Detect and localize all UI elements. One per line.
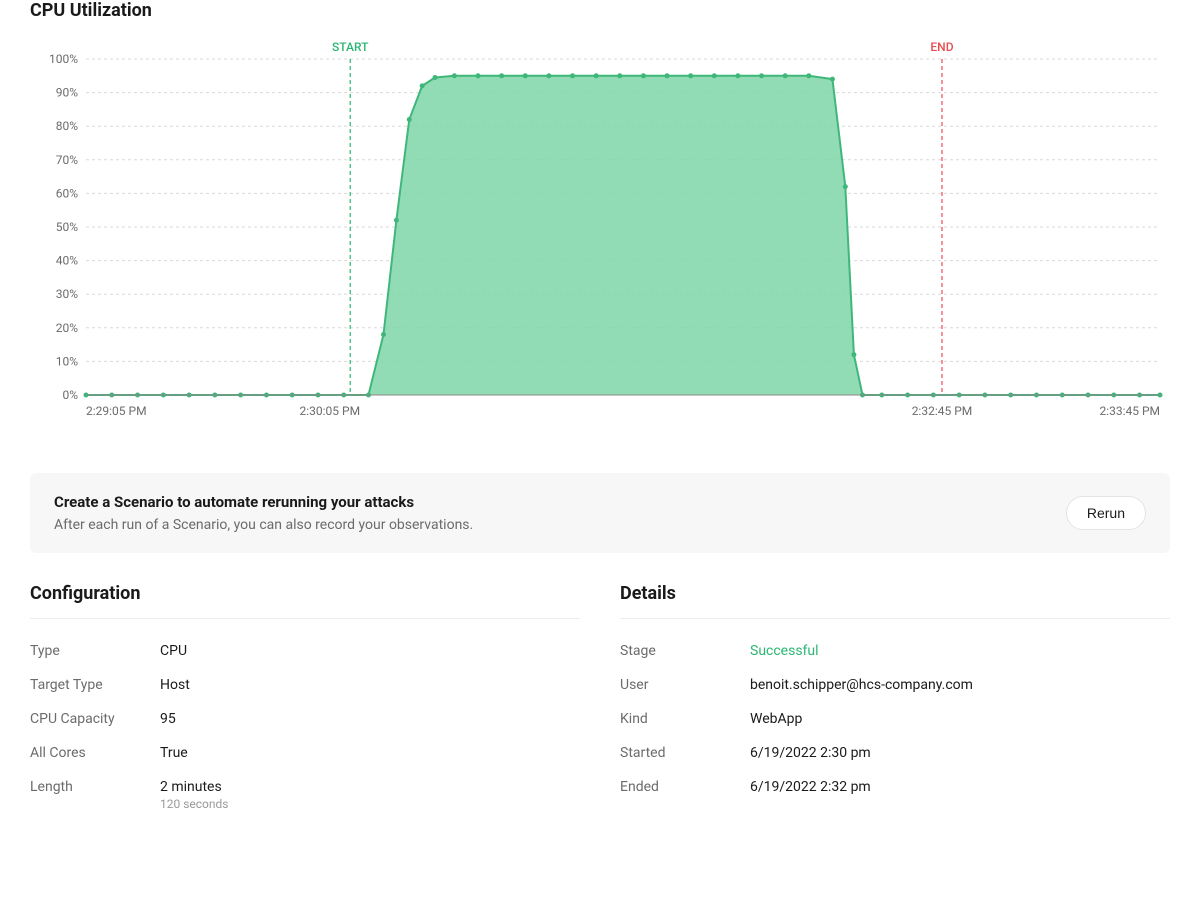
kv-value: CPU — [160, 643, 187, 659]
kv-subvalue: 120 seconds — [160, 797, 228, 811]
kv-row: Started6/19/2022 2:30 pm — [620, 745, 1170, 761]
kv-row: All CoresTrue — [30, 745, 580, 761]
svg-text:2:33:45 PM: 2:33:45 PM — [1099, 404, 1160, 418]
kv-value: benoit.schipper@hcs-company.com — [750, 677, 973, 693]
kv-value: WebApp — [750, 711, 802, 727]
kv-label: Length — [30, 779, 160, 811]
details-section: Details StageSuccessful Userbenoit.schipp… — [620, 583, 1170, 829]
kv-row: StageSuccessful — [620, 643, 1170, 659]
details-title: Details — [620, 583, 1170, 619]
kv-row: Length2 minutes 120 seconds — [30, 779, 580, 811]
kv-label: Stage — [620, 643, 750, 659]
kv-label: Started — [620, 745, 750, 761]
chart-title: CPU Utilization — [30, 0, 1170, 21]
kv-label: CPU Capacity — [30, 711, 160, 727]
kv-row: TypeCPU — [30, 643, 580, 659]
svg-text:40%: 40% — [56, 254, 78, 268]
svg-text:50%: 50% — [56, 220, 78, 234]
kv-value: True — [160, 745, 188, 761]
kv-label: Ended — [620, 779, 750, 795]
kv-row: Target TypeHost — [30, 677, 580, 693]
svg-text:2:29:05 PM: 2:29:05 PM — [86, 404, 147, 418]
cpu-utilization-chart: 0% 10% 20% 30% 40% 50% 60% 70% 80% 90% 100% START EN… — [30, 35, 1170, 439]
kv-value: 95 — [160, 711, 176, 727]
kv-label: Kind — [620, 711, 750, 727]
svg-text:20%: 20% — [56, 321, 78, 335]
kv-row: CPU Capacity95 — [30, 711, 580, 727]
configuration-section: Configuration TypeCPU Target TypeHost CPU … — [30, 583, 580, 829]
kv-row: Userbenoit.schipper@hcs-company.com — [620, 677, 1170, 693]
svg-text:30%: 30% — [56, 287, 78, 301]
kv-label: User — [620, 677, 750, 693]
kv-value: Host — [160, 677, 190, 693]
configuration-title: Configuration — [30, 583, 580, 619]
svg-text:10%: 10% — [56, 354, 78, 368]
kv-label: Target Type — [30, 677, 160, 693]
svg-text:0%: 0% — [62, 388, 78, 402]
svg-text:60%: 60% — [56, 186, 78, 200]
svg-text:90%: 90% — [56, 86, 78, 100]
banner-title: Create a Scenario to automate rerunning … — [54, 493, 473, 511]
kv-value: 6/19/2022 2:30 pm — [750, 745, 871, 761]
svg-text:70%: 70% — [56, 153, 78, 167]
kv-value: Successful — [750, 643, 819, 659]
svg-text:START: START — [332, 40, 369, 54]
svg-text:80%: 80% — [56, 119, 78, 133]
scenario-banner: Create a Scenario to automate rerunning … — [30, 473, 1170, 553]
kv-row: KindWebApp — [620, 711, 1170, 727]
svg-text:2:32:45 PM: 2:32:45 PM — [912, 404, 973, 418]
svg-text:100%: 100% — [49, 52, 78, 66]
svg-text:END: END — [930, 40, 953, 54]
kv-value: 6/19/2022 2:32 pm — [750, 779, 871, 795]
kv-label: All Cores — [30, 745, 160, 761]
banner-subtitle: After each run of a Scenario, you can al… — [54, 517, 473, 533]
rerun-button[interactable]: Rerun — [1066, 496, 1146, 530]
svg-text:2:30:05 PM: 2:30:05 PM — [300, 404, 361, 418]
kv-value: 2 minutes — [160, 779, 228, 795]
kv-label: Type — [30, 643, 160, 659]
kv-row: Ended6/19/2022 2:32 pm — [620, 779, 1170, 795]
